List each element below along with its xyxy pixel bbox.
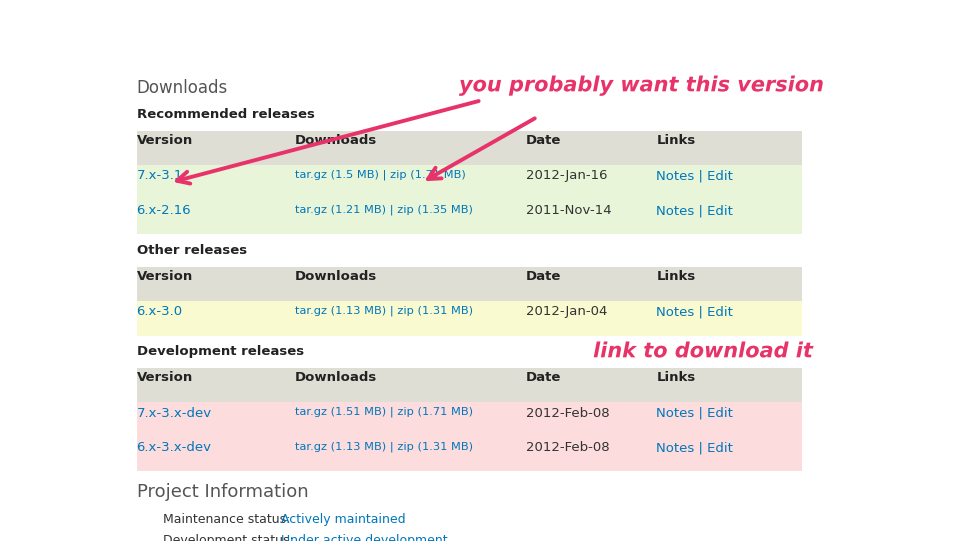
Text: 2012-Jan-04: 2012-Jan-04 <box>526 305 607 318</box>
Text: Downloads: Downloads <box>295 371 378 384</box>
Text: Date: Date <box>526 371 561 384</box>
Text: Actively maintained: Actively maintained <box>281 513 406 526</box>
Text: 6.x-2.16: 6.x-2.16 <box>136 204 191 217</box>
Text: Links: Links <box>656 134 696 147</box>
Text: Downloads: Downloads <box>295 134 378 147</box>
Bar <box>136 131 801 166</box>
Text: Downloads: Downloads <box>136 80 228 97</box>
Text: Links: Links <box>656 371 696 384</box>
Text: Under active development: Under active development <box>281 535 448 541</box>
Text: tar.gz (1.13 MB) | zip (1.31 MB): tar.gz (1.13 MB) | zip (1.31 MB) <box>295 441 473 452</box>
Text: Notes | Edit: Notes | Edit <box>656 204 733 217</box>
Text: link to download it: link to download it <box>593 341 813 361</box>
Text: 6.x-3.x-dev: 6.x-3.x-dev <box>136 441 211 454</box>
Text: Version: Version <box>136 270 193 283</box>
Text: Links: Links <box>656 270 696 283</box>
Text: 2011-Nov-14: 2011-Nov-14 <box>526 204 611 217</box>
Bar <box>136 200 801 234</box>
Bar <box>136 166 801 200</box>
Text: 2012-Feb-08: 2012-Feb-08 <box>526 406 609 419</box>
Text: Date: Date <box>526 134 561 147</box>
Text: Recommended releases: Recommended releases <box>136 108 314 121</box>
Bar <box>136 267 801 301</box>
Text: Other releases: Other releases <box>136 243 247 256</box>
Text: Version: Version <box>136 134 193 147</box>
Bar <box>136 437 801 472</box>
Text: Downloads: Downloads <box>295 270 378 283</box>
Text: tar.gz (1.5 MB) | zip (1.71 MB): tar.gz (1.5 MB) | zip (1.71 MB) <box>295 169 466 180</box>
Text: Development status:: Development status: <box>163 535 298 541</box>
Text: Project Information: Project Information <box>136 483 308 501</box>
Text: Notes | Edit: Notes | Edit <box>656 441 733 454</box>
Text: Date: Date <box>526 270 561 283</box>
Text: tar.gz (1.21 MB) | zip (1.35 MB): tar.gz (1.21 MB) | zip (1.35 MB) <box>295 204 473 215</box>
Bar <box>136 301 801 335</box>
Text: 2012-Jan-16: 2012-Jan-16 <box>526 169 607 182</box>
Bar <box>136 368 801 403</box>
Text: 7.x-3.1: 7.x-3.1 <box>136 169 183 182</box>
Text: 2012-Feb-08: 2012-Feb-08 <box>526 441 609 454</box>
Text: 6.x-3.0: 6.x-3.0 <box>136 305 183 318</box>
Text: Notes | Edit: Notes | Edit <box>656 305 733 318</box>
Text: 7.x-3.x-dev: 7.x-3.x-dev <box>136 406 211 419</box>
Text: Maintenance status:: Maintenance status: <box>163 513 295 526</box>
Text: Notes | Edit: Notes | Edit <box>656 169 733 182</box>
Text: Development releases: Development releases <box>136 345 304 358</box>
Text: tar.gz (1.51 MB) | zip (1.71 MB): tar.gz (1.51 MB) | zip (1.71 MB) <box>295 406 473 417</box>
Text: Notes | Edit: Notes | Edit <box>656 406 733 419</box>
Text: Version: Version <box>136 371 193 384</box>
Bar <box>136 403 801 437</box>
Text: you probably want this version: you probably want this version <box>459 75 825 95</box>
Text: tar.gz (1.13 MB) | zip (1.31 MB): tar.gz (1.13 MB) | zip (1.31 MB) <box>295 305 473 316</box>
